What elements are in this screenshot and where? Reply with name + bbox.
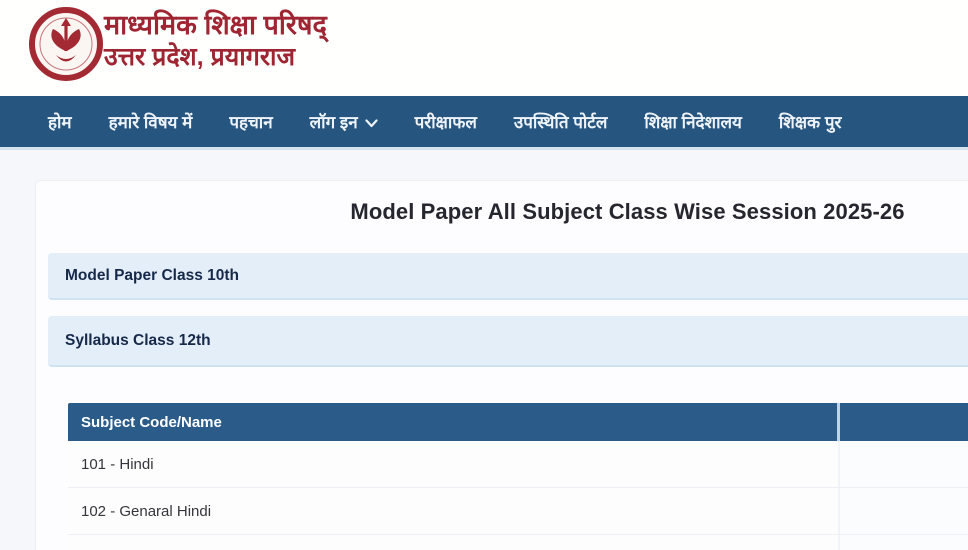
- nav-item-education-directorate[interactable]: शिक्षा निदेशालय: [644, 110, 742, 133]
- brand-title-line1: माध्यमिक शिक्षा परिषद्: [104, 10, 327, 40]
- accordion-syllabus-class-12[interactable]: Syllabus Class 12th: [48, 316, 968, 367]
- brand-title: माध्यमिक शिक्षा परिषद् उत्तर प्रदेश, प्र…: [104, 9, 327, 72]
- empty-cell: [840, 441, 968, 487]
- nav-item-teacher-award[interactable]: शिक्षक पुर: [779, 110, 842, 133]
- table-row-partial: [68, 535, 968, 550]
- nav-item-attendance-portal[interactable]: उपस्थिति पोर्टल: [514, 110, 607, 133]
- chevron-down-icon: [365, 118, 378, 128]
- nav-item-label: शिक्षा निदेशालय: [644, 113, 742, 132]
- nav-item-label: हमारे विषय में: [108, 113, 193, 132]
- accordion-model-paper-class-10[interactable]: Model Paper Class 10th: [48, 253, 968, 300]
- table-header-subject: Subject Code/Name: [68, 403, 840, 441]
- main-navbar: होम हमारे विषय में पहचान लॉग इन परीक्षाफ…: [0, 96, 968, 150]
- table-row[interactable]: 101 - Hindi: [68, 441, 968, 488]
- empty-cell: [840, 535, 968, 550]
- nav-item-results[interactable]: परीक्षाफल: [415, 110, 477, 133]
- table-header-empty: [840, 403, 968, 441]
- board-seal-logo: [27, 5, 105, 83]
- table-row[interactable]: 102 - Genaral Hindi: [68, 488, 968, 535]
- accordion-label: Syllabus Class 12th: [65, 331, 211, 349]
- table-header-row: Subject Code/Name: [68, 403, 968, 441]
- subject-cell: [68, 535, 840, 550]
- nav-item-label: शिक्षक पुर: [778, 113, 842, 132]
- brand-title-line2: उत्तर प्रदेश, प्रयागराज: [104, 42, 296, 71]
- nav-item-label: परीक्षाफल: [414, 113, 477, 132]
- accordion-label: Model Paper Class 10th: [65, 266, 240, 284]
- nav-item-label: लॉग इन: [309, 113, 358, 132]
- site-header: माध्यमिक शिक्षा परिषद् उत्तर प्रदेश, प्र…: [0, 0, 968, 96]
- subject-table: Subject Code/Name 101 - Hindi 102 - Gena…: [68, 403, 968, 550]
- empty-cell: [840, 488, 968, 534]
- nav-item-home[interactable]: होम: [48, 110, 72, 133]
- subject-cell[interactable]: 101 - Hindi: [68, 441, 840, 487]
- board-seal-icon: [29, 7, 103, 81]
- nav-item-label: उपस्थिति पोर्टल: [513, 113, 608, 132]
- subject-cell[interactable]: 102 - Genaral Hindi: [68, 488, 840, 534]
- nav-item-identity[interactable]: पहचान: [229, 110, 272, 133]
- nav-item-about[interactable]: हमारे विषय में: [109, 110, 193, 133]
- nav-item-label: पहचान: [229, 113, 273, 132]
- nav-item-login-dropdown[interactable]: लॉग इन: [310, 110, 378, 133]
- nav-item-label: होम: [48, 113, 72, 132]
- page-title: Model Paper All Subject Class Wise Sessi…: [350, 199, 905, 224]
